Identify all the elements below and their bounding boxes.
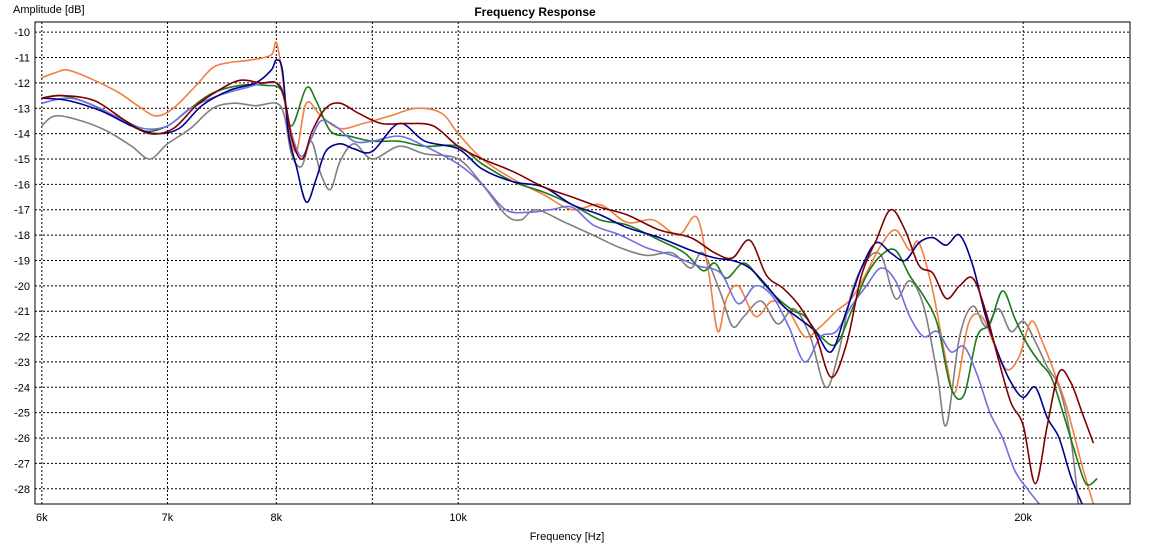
series-line-6 bbox=[41, 79, 1095, 485]
y-tick-label: -22 bbox=[14, 332, 30, 344]
x-tick-label: 6k bbox=[36, 512, 48, 524]
y-tick-label: -11 bbox=[15, 53, 30, 65]
plot-frame bbox=[34, 21, 1131, 505]
y-tick-label: -23 bbox=[14, 357, 30, 369]
series-line-3 bbox=[41, 83, 1098, 486]
x-tick-label: 10k bbox=[449, 512, 467, 524]
series-line-2 bbox=[41, 40, 1095, 504]
y-tick-label: -25 bbox=[14, 408, 30, 420]
y-tick-label: -28 bbox=[14, 484, 30, 496]
y-tick-label: -10 bbox=[14, 27, 30, 39]
x-tick-label: 8k bbox=[271, 512, 283, 524]
y-tick-label: -18 bbox=[14, 230, 30, 242]
y-tick-label: -24 bbox=[14, 382, 30, 394]
y-tick-labels: -10 -11 -12 -13 -14 -15 -16 -17 -18 -19 -20 -21 -22 -… bbox=[14, 27, 30, 496]
x-tick-labels: 6k 7k 8k 10k 20k bbox=[36, 512, 1033, 524]
x-tick-label: 7k bbox=[162, 512, 174, 524]
y-tick-label: -26 bbox=[14, 433, 30, 445]
x-tick-label: 20k bbox=[1014, 512, 1032, 524]
y-axis-label: Amplitude [dB] bbox=[13, 4, 85, 16]
series-line-4 bbox=[41, 81, 1040, 504]
series-line-5 bbox=[41, 59, 1083, 504]
y-tick-label: -12 bbox=[14, 78, 30, 90]
series-lines bbox=[41, 40, 1098, 504]
x-axis-label: Frequency [Hz] bbox=[530, 531, 605, 543]
y-tick-label: -13 bbox=[14, 103, 30, 115]
y-tick-label: -19 bbox=[14, 255, 30, 267]
y-tick-label: -16 bbox=[14, 179, 30, 191]
y-tick-label: -17 bbox=[14, 205, 30, 217]
y-tick-label: -20 bbox=[14, 281, 30, 293]
grid bbox=[35, 22, 1130, 504]
y-tick-label: -21 bbox=[14, 306, 30, 318]
y-tick-label: -14 bbox=[14, 129, 30, 141]
chart-title: Frequency Response bbox=[474, 5, 596, 19]
series-line-1 bbox=[41, 102, 1080, 504]
y-tick-label: -27 bbox=[14, 458, 30, 470]
y-tick-label: -15 bbox=[14, 154, 30, 166]
